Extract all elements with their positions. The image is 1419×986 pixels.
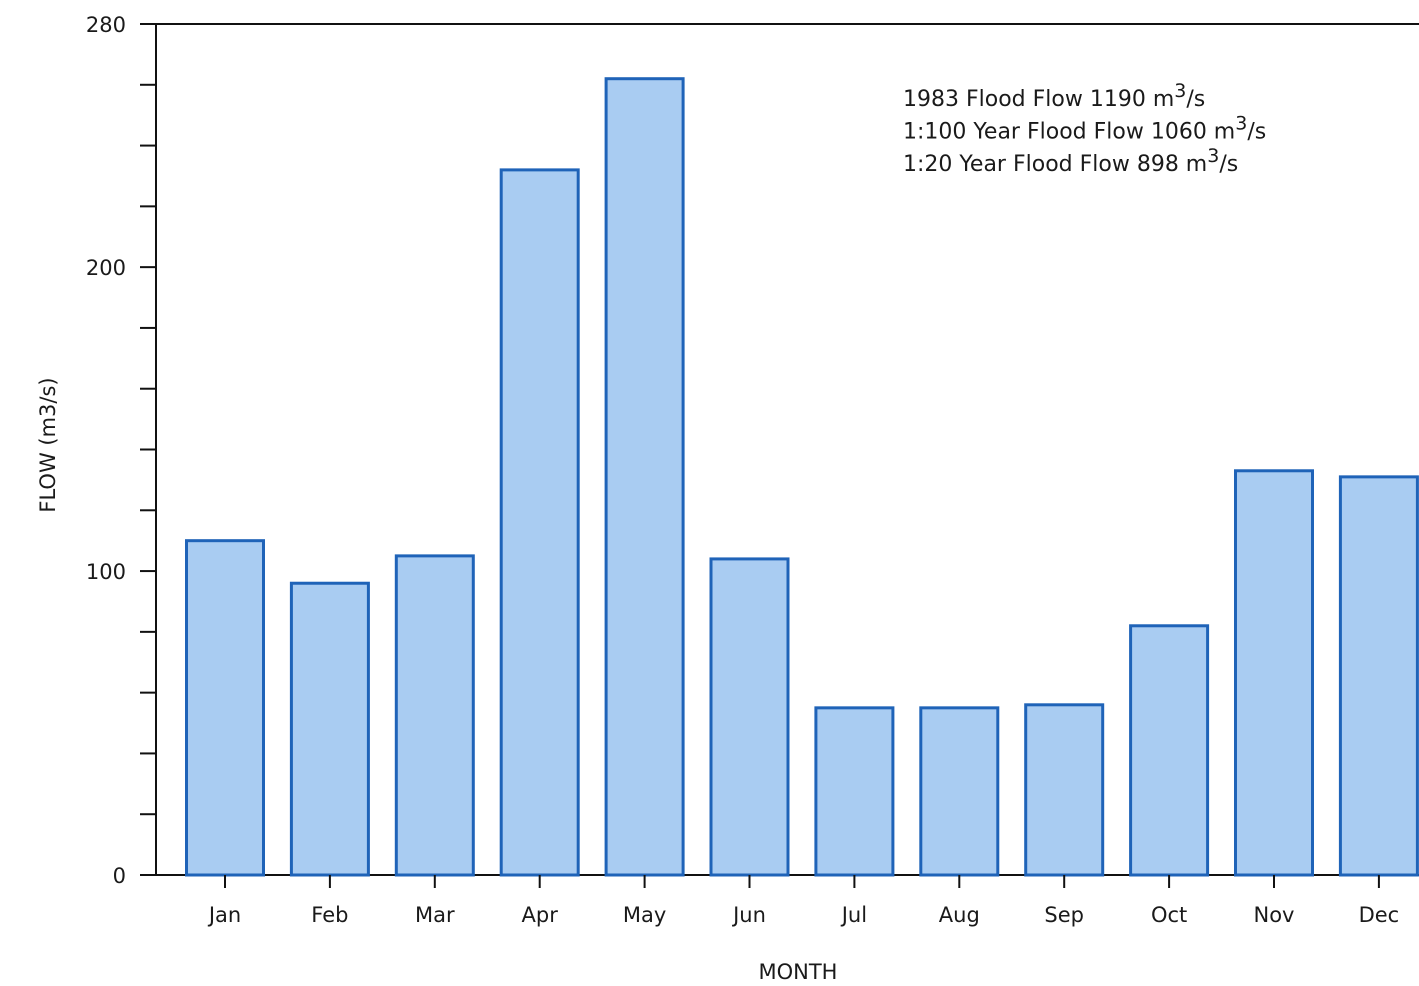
- bar-jul: [814, 706, 895, 877]
- y-axis-title: FLOW (m3/s): [36, 377, 60, 512]
- x-tick-label: Jun: [731, 903, 766, 927]
- bar-sep: [1024, 703, 1105, 877]
- bar-feb: [289, 581, 370, 877]
- x-ticks: Jan Feb Mar Apr May Jun Jul Aug Sep Oct Nov Dec: [207, 875, 1399, 927]
- bar-may: [604, 77, 685, 877]
- x-tick-label: Aug: [939, 903, 980, 927]
- x-tick-label: Apr: [522, 903, 559, 927]
- x-tick-label: Mar: [415, 903, 455, 927]
- bar-dec: [1338, 475, 1419, 877]
- y-tick-label: 280: [86, 13, 126, 37]
- x-tick-label: Oct: [1151, 903, 1187, 927]
- x-tick-label: Jul: [840, 903, 867, 927]
- x-tick-label: Dec: [1359, 903, 1400, 927]
- flood-flow-annotations: 1983 Flood Flow 1190 m3/s1:100 Year Floo…: [903, 80, 1266, 177]
- x-axis-title: MONTH: [759, 960, 838, 984]
- x-tick-label: Nov: [1254, 903, 1295, 927]
- bar-jan: [185, 539, 265, 877]
- x-tick-label: Sep: [1044, 903, 1084, 927]
- y-tick-label: 0: [113, 864, 126, 888]
- bar-apr: [499, 168, 580, 877]
- y-ticks: 0 100 200 280: [86, 13, 156, 888]
- x-tick-label: Feb: [311, 903, 348, 927]
- y-tick-label: 200: [86, 256, 126, 280]
- x-tick-label: Jan: [207, 903, 241, 927]
- y-tick-label: 100: [86, 560, 126, 584]
- bar-aug: [919, 706, 1000, 877]
- flood-flow-note: 1983 Flood Flow 1190 m3/s: [903, 80, 1205, 112]
- flood-flow-note: 1:100 Year Flood Flow 1060 m3/s: [903, 113, 1266, 145]
- bar-nov: [1234, 469, 1314, 877]
- bars: [185, 77, 1419, 877]
- bar-mar: [394, 554, 475, 877]
- x-tick-label: May: [623, 903, 666, 927]
- bar-oct: [1129, 624, 1210, 877]
- flood-flow-note: 1:20 Year Flood Flow 898 m3/s: [903, 145, 1238, 177]
- bar-jun: [709, 557, 790, 877]
